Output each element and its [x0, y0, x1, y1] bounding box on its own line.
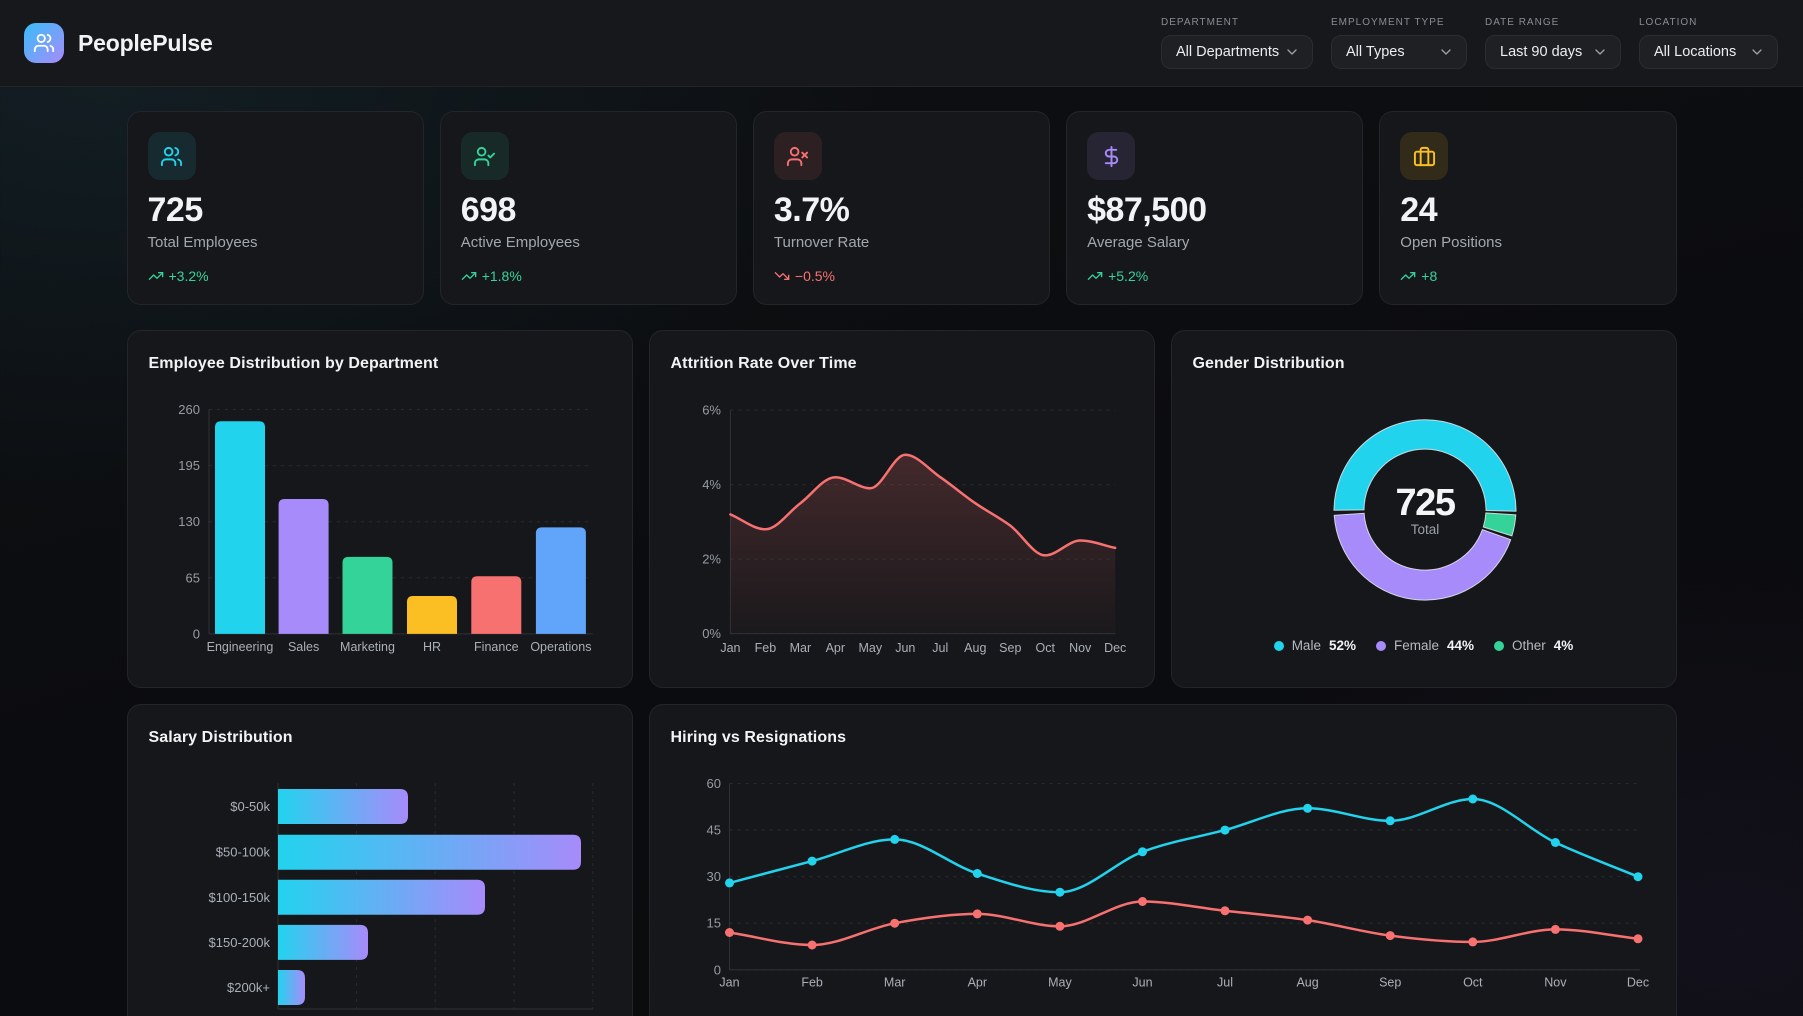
- svg-text:May: May: [1048, 976, 1072, 990]
- svg-text:Aug: Aug: [1296, 976, 1318, 990]
- svg-text:65: 65: [185, 570, 199, 585]
- svg-text:Jun: Jun: [895, 641, 915, 655]
- svg-text:Feb: Feb: [801, 976, 823, 990]
- svg-text:Jun: Jun: [1132, 976, 1152, 990]
- svg-text:130: 130: [178, 514, 200, 529]
- svg-text:Jul: Jul: [932, 641, 948, 655]
- svg-text:Feb: Feb: [754, 641, 776, 655]
- svg-text:Mar: Mar: [789, 641, 811, 655]
- svg-text:Sep: Sep: [999, 641, 1021, 655]
- svg-text:Oct: Oct: [1035, 641, 1055, 655]
- svg-text:15: 15: [706, 916, 720, 931]
- svg-text:2%: 2%: [702, 552, 721, 567]
- svg-text:195: 195: [178, 458, 200, 473]
- svg-text:$150-200k: $150-200k: [208, 935, 270, 950]
- svg-text:Marketing: Marketing: [340, 640, 395, 654]
- svg-text:Jan: Jan: [719, 976, 739, 990]
- svg-text:Engineering: Engineering: [206, 640, 273, 654]
- svg-text:May: May: [858, 641, 882, 655]
- svg-text:HR: HR: [422, 640, 440, 654]
- svg-text:Sales: Sales: [287, 640, 318, 654]
- svg-text:0: 0: [713, 962, 720, 977]
- svg-text:Dec: Dec: [1104, 641, 1126, 655]
- svg-text:Total: Total: [1410, 522, 1439, 537]
- svg-text:Jan: Jan: [720, 641, 740, 655]
- svg-text:Mar: Mar: [883, 976, 905, 990]
- svg-text:$50-100k: $50-100k: [215, 845, 270, 860]
- svg-text:Apr: Apr: [967, 976, 986, 990]
- svg-text:Apr: Apr: [825, 641, 844, 655]
- svg-text:Nov: Nov: [1069, 641, 1092, 655]
- svg-text:$0-50k: $0-50k: [230, 799, 270, 814]
- svg-text:Dec: Dec: [1626, 976, 1648, 990]
- svg-text:Nov: Nov: [1544, 976, 1567, 990]
- svg-text:6%: 6%: [702, 403, 721, 418]
- svg-text:$200k+: $200k+: [226, 980, 269, 995]
- svg-text:30: 30: [706, 869, 720, 884]
- svg-text:Oct: Oct: [1463, 976, 1483, 990]
- svg-text:260: 260: [178, 402, 200, 417]
- svg-text:4%: 4%: [702, 477, 721, 492]
- svg-text:725: 725: [1395, 482, 1455, 524]
- svg-text:Finance: Finance: [474, 640, 519, 654]
- svg-text:$100-150k: $100-150k: [208, 890, 270, 905]
- svg-text:Jul: Jul: [1217, 976, 1233, 990]
- svg-text:0%: 0%: [702, 626, 721, 641]
- svg-text:Operations: Operations: [530, 640, 591, 654]
- svg-text:Aug: Aug: [964, 641, 986, 655]
- svg-text:Sep: Sep: [1379, 976, 1401, 990]
- svg-text:0: 0: [192, 626, 199, 641]
- svg-text:45: 45: [706, 823, 720, 838]
- svg-text:60: 60: [706, 776, 720, 791]
